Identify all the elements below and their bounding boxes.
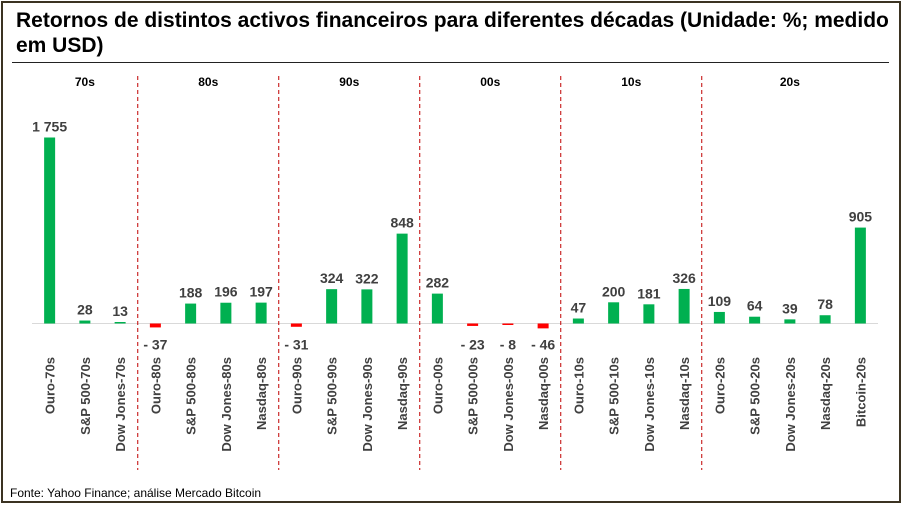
category-label-s-p-500-20s: S&P 500-20s <box>748 357 763 435</box>
category-label-nasdaq-10s: Nasdaq-10s <box>677 357 692 430</box>
bar-bitcoin-20s <box>854 227 866 324</box>
category-label-ouro-00s: Ouro-00s <box>430 357 445 414</box>
bar-nasdaq-80s <box>255 302 267 324</box>
value-label-s-p-500-80s: 188 <box>179 285 203 301</box>
bar-nasdaq-00s <box>537 323 549 329</box>
category-label-s-p-500-80s: S&P 500-80s <box>184 357 199 435</box>
category-label-s-p-500-00s: S&P 500-00s <box>466 357 481 435</box>
category-label-dow-jones-80s: Dow Jones-80s <box>219 357 234 452</box>
value-label-s-p-500-10s: 200 <box>602 283 626 299</box>
value-label-ouro-90s: - 31 <box>284 337 308 353</box>
bar-ouro-70s <box>44 137 56 324</box>
bar-nasdaq-10s <box>678 288 690 324</box>
value-label-nasdaq-20s: 78 <box>817 296 833 312</box>
category-label-s-p-500-70s: S&P 500-70s <box>78 357 93 435</box>
value-label-ouro-80s: - 37 <box>143 337 167 353</box>
category-label-dow-jones-20s: Dow Jones-20s <box>783 357 798 452</box>
category-label-ouro-70s: Ouro-70s <box>43 357 58 414</box>
group-label-70s: 70s <box>75 75 95 89</box>
value-label-ouro-00s: 282 <box>426 275 450 291</box>
category-label-ouro-10s: Ouro-10s <box>571 357 586 414</box>
group-label-80s: 80s <box>198 75 218 89</box>
category-label-dow-jones-00s: Dow Jones-00s <box>501 357 516 452</box>
category-label-ouro-90s: Ouro-90s <box>289 357 304 414</box>
bar-s-p-500-10s <box>608 302 620 324</box>
group-label-00s: 00s <box>480 75 500 89</box>
value-label-dow-jones-90s: 322 <box>355 270 379 286</box>
category-label-ouro-80s: Ouro-80s <box>148 357 163 414</box>
category-label-dow-jones-70s: Dow Jones-70s <box>113 357 128 452</box>
chart-title: Retornos de distintos activos financeiro… <box>16 9 889 57</box>
bar-nasdaq-20s <box>819 315 831 324</box>
value-label-nasdaq-80s: 197 <box>249 284 273 300</box>
bar-dow-jones-00s <box>502 323 514 325</box>
value-label-dow-jones-10s: 181 <box>637 285 661 301</box>
bar-ouro-00s <box>431 293 443 324</box>
source-note: Fonte: Yahoo Finance; análise Mercado Bi… <box>10 486 262 500</box>
category-label-nasdaq-00s: Nasdaq-00s <box>536 357 551 430</box>
value-label-s-p-500-70s: 28 <box>77 302 93 318</box>
value-label-s-p-500-00s: - 23 <box>461 337 485 353</box>
category-label-dow-jones-90s: Dow Jones-90s <box>360 357 375 452</box>
bar-ouro-10s <box>572 318 584 324</box>
category-label-dow-jones-10s: Dow Jones-10s <box>642 357 657 452</box>
category-label-s-p-500-10s: S&P 500-10s <box>607 357 622 435</box>
group-label-90s: 90s <box>339 75 359 89</box>
value-label-nasdaq-90s: 848 <box>390 215 414 231</box>
bar-ouro-90s <box>290 323 302 327</box>
category-label-nasdaq-90s: Nasdaq-90s <box>395 357 410 430</box>
group-label-20s: 20s <box>780 75 800 89</box>
value-label-bitcoin-20s: 905 <box>849 209 873 225</box>
bar-ouro-80s <box>149 323 161 328</box>
bar-dow-jones-10s <box>643 304 655 324</box>
value-label-dow-jones-80s: 196 <box>214 284 238 300</box>
value-label-ouro-10s: 47 <box>571 300 587 316</box>
bar-nasdaq-90s <box>396 233 408 324</box>
value-label-ouro-70s: 1 755 <box>32 119 67 135</box>
bar-dow-jones-80s <box>220 302 232 324</box>
value-label-ouro-20s: 109 <box>708 293 732 309</box>
category-label-s-p-500-90s: S&P 500-90s <box>325 357 340 435</box>
value-label-nasdaq-10s: 326 <box>672 270 696 286</box>
bar-dow-jones-90s <box>361 289 373 324</box>
bar-s-p-500-90s <box>326 289 338 324</box>
value-label-s-p-500-20s: 64 <box>747 298 763 314</box>
value-label-s-p-500-90s: 324 <box>320 270 344 286</box>
value-label-nasdaq-00s: - 46 <box>531 337 555 353</box>
value-label-dow-jones-70s: 13 <box>112 303 128 319</box>
bar-s-p-500-70s <box>79 320 91 324</box>
category-label-nasdaq-80s: Nasdaq-80s <box>254 357 269 430</box>
bar-s-p-500-00s <box>467 323 479 326</box>
category-label-ouro-20s: Ouro-20s <box>712 357 727 414</box>
bar-s-p-500-20s <box>749 316 761 324</box>
category-label-bitcoin-20s: Bitcoin-20s <box>853 357 868 427</box>
category-label-nasdaq-20s: Nasdaq-20s <box>818 357 833 430</box>
bar-ouro-20s <box>713 311 725 324</box>
bar-s-p-500-80s <box>185 303 197 324</box>
group-label-10s: 10s <box>621 75 641 89</box>
bar-dow-jones-20s <box>784 319 796 324</box>
bar-dow-jones-70s <box>114 322 126 324</box>
title-divider <box>12 62 889 63</box>
value-label-dow-jones-00s: - 8 <box>500 337 517 353</box>
value-label-dow-jones-20s: 39 <box>782 300 798 316</box>
